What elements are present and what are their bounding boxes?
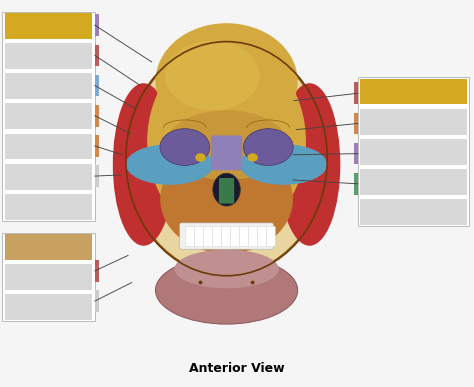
Ellipse shape: [247, 153, 258, 162]
Bar: [5, 194, 92, 220]
Ellipse shape: [127, 43, 326, 275]
Bar: [358, 77, 469, 226]
Bar: [2, 233, 95, 321]
Bar: [354, 173, 358, 195]
Bar: [354, 82, 358, 104]
FancyBboxPatch shape: [185, 226, 194, 247]
FancyBboxPatch shape: [266, 226, 275, 247]
Bar: [2, 12, 95, 221]
Bar: [5, 134, 92, 159]
Ellipse shape: [251, 281, 255, 284]
Bar: [5, 73, 92, 99]
Ellipse shape: [195, 153, 206, 162]
Ellipse shape: [155, 256, 298, 324]
Ellipse shape: [155, 23, 298, 139]
Text: Anterior View: Anterior View: [189, 362, 285, 375]
Bar: [95, 75, 99, 96]
Bar: [354, 113, 358, 134]
Ellipse shape: [160, 145, 293, 253]
Bar: [5, 103, 92, 129]
Bar: [360, 109, 467, 135]
FancyBboxPatch shape: [257, 226, 266, 247]
FancyBboxPatch shape: [248, 226, 257, 247]
Bar: [5, 43, 92, 69]
Bar: [360, 139, 467, 165]
FancyBboxPatch shape: [219, 178, 234, 204]
Bar: [95, 14, 99, 36]
Ellipse shape: [213, 173, 240, 206]
Bar: [5, 294, 92, 320]
Ellipse shape: [239, 144, 327, 185]
Ellipse shape: [165, 110, 288, 180]
Bar: [360, 199, 467, 225]
Bar: [354, 143, 358, 164]
Ellipse shape: [165, 41, 260, 110]
Ellipse shape: [126, 144, 213, 185]
Bar: [95, 260, 99, 282]
Ellipse shape: [279, 83, 340, 246]
Bar: [95, 45, 99, 66]
Bar: [5, 13, 92, 39]
Ellipse shape: [147, 45, 306, 238]
FancyBboxPatch shape: [230, 226, 239, 247]
FancyBboxPatch shape: [221, 226, 230, 247]
Ellipse shape: [113, 83, 174, 246]
FancyBboxPatch shape: [194, 226, 203, 247]
Ellipse shape: [199, 281, 202, 284]
FancyBboxPatch shape: [203, 226, 212, 247]
Ellipse shape: [244, 128, 293, 166]
FancyBboxPatch shape: [180, 223, 273, 249]
Bar: [95, 165, 99, 187]
FancyBboxPatch shape: [212, 226, 221, 247]
Bar: [5, 264, 92, 290]
Bar: [95, 290, 99, 312]
Bar: [5, 234, 92, 260]
Bar: [95, 105, 99, 127]
FancyBboxPatch shape: [239, 226, 248, 247]
Bar: [95, 135, 99, 157]
FancyBboxPatch shape: [211, 135, 242, 170]
Bar: [360, 169, 467, 195]
Ellipse shape: [174, 250, 279, 288]
Bar: [360, 79, 467, 104]
Ellipse shape: [160, 128, 210, 166]
Bar: [5, 164, 92, 190]
